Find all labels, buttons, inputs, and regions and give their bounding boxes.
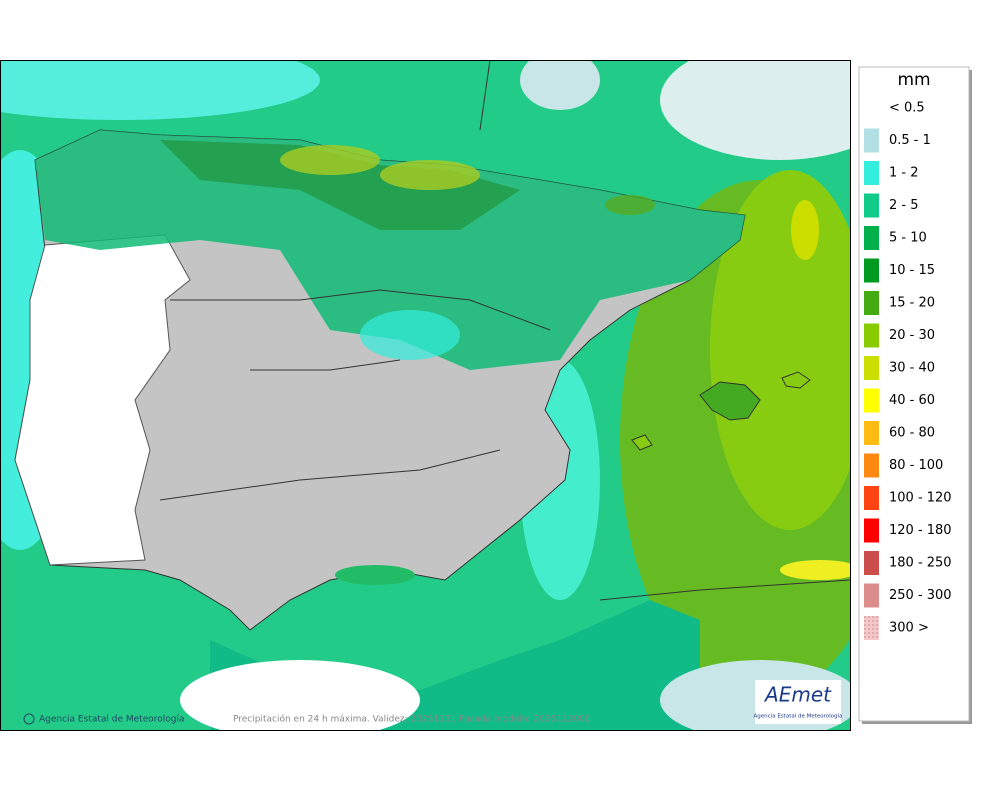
legend-label: 250 - 300 bbox=[889, 588, 952, 603]
legend-label: 60 - 80 bbox=[889, 426, 935, 441]
legend-swatch bbox=[864, 226, 879, 250]
legend-swatch bbox=[864, 421, 879, 445]
credit: Agencia Estatal de Meteorología bbox=[39, 715, 185, 725]
legend-label: 10 - 15 bbox=[889, 263, 935, 278]
legend-swatch bbox=[864, 486, 879, 510]
legend-swatch bbox=[864, 388, 879, 413]
logo-name: AEmet bbox=[763, 683, 832, 707]
legend-swatch bbox=[864, 518, 879, 543]
legend-swatch bbox=[864, 323, 879, 348]
legend-title: mm bbox=[897, 70, 930, 90]
legend-swatch bbox=[864, 616, 879, 640]
legend-label: 180 - 250 bbox=[889, 556, 952, 571]
legend-swatch bbox=[864, 551, 879, 575]
legend-swatch bbox=[864, 193, 879, 218]
logo-box bbox=[755, 680, 841, 724]
legend-swatch bbox=[864, 356, 879, 380]
legend-label: 80 - 100 bbox=[889, 458, 943, 473]
legend-label: 100 - 120 bbox=[889, 491, 952, 506]
legend-label: 30 - 40 bbox=[889, 361, 935, 376]
legend-label: 40 - 60 bbox=[889, 393, 935, 408]
map-frame bbox=[0, 60, 851, 731]
legend-label: 2 - 5 bbox=[889, 198, 919, 213]
legend-label: 20 - 30 bbox=[889, 328, 935, 343]
legend-swatch bbox=[864, 161, 879, 185]
legend-label: 0.5 - 1 bbox=[889, 133, 931, 148]
legend: < 0.5 0.5 - 1 1 - 2 2 - 5 5 - 10 10 - 15 15 - … bbox=[864, 101, 952, 640]
caption: Precipitación en 24 h máxima. Validez: 2… bbox=[233, 714, 591, 725]
legend-label: 120 - 180 bbox=[889, 523, 952, 538]
map bbox=[0, 60, 850, 730]
legend-label: 15 - 20 bbox=[889, 296, 935, 311]
credit-icon bbox=[23, 713, 35, 725]
legend-label: 300 > bbox=[889, 621, 929, 636]
legend-swatch bbox=[864, 453, 879, 478]
legend-swatch bbox=[864, 128, 879, 153]
legend-swatch bbox=[864, 583, 879, 608]
logo-subtitle: Agencia Estatal de Meteorología bbox=[754, 713, 843, 720]
legend-swatch bbox=[864, 291, 879, 315]
legend-label: 5 - 10 bbox=[889, 231, 927, 246]
legend-swatch bbox=[864, 258, 879, 283]
legend-label: < 0.5 bbox=[889, 101, 925, 116]
legend-label: 1 - 2 bbox=[889, 166, 919, 181]
